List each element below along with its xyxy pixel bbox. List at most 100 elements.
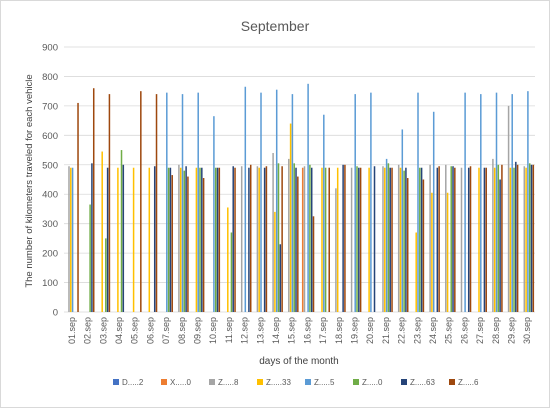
y-tick-label: 900 — [42, 43, 58, 54]
legend-swatch — [305, 379, 311, 385]
x-tick-label: 10.sep — [208, 317, 218, 344]
bar — [275, 89, 278, 312]
bar — [405, 167, 407, 312]
y-tick-label: 500 — [42, 160, 58, 171]
bar — [464, 92, 466, 312]
bar — [71, 167, 74, 312]
gridlines — [64, 46, 535, 313]
bar — [419, 167, 421, 312]
bar — [359, 167, 362, 312]
bar — [199, 167, 201, 312]
bar — [258, 167, 260, 312]
bar — [301, 167, 304, 312]
bar — [397, 164, 400, 312]
bar — [328, 167, 330, 312]
bar — [169, 167, 172, 312]
bar — [493, 167, 496, 312]
bar — [277, 163, 280, 312]
bar — [68, 166, 70, 312]
x-tick-label: 21.sep — [381, 317, 391, 344]
bar — [167, 167, 170, 312]
bar — [218, 167, 221, 312]
bar — [384, 167, 386, 312]
bar — [185, 166, 187, 312]
x-tick-label: 12.sep — [240, 317, 250, 344]
x-tick-label: 23.sep — [412, 317, 422, 344]
bar — [303, 166, 306, 312]
y-axis-label: The number of kilometers traveled for ea… — [24, 74, 35, 287]
x-axis-ticks: 01.sep 02.sep 03.sep 04.sep 05.sep 06.sep 07.s… — [67, 317, 532, 344]
legend-swatch — [257, 379, 263, 385]
bar — [213, 116, 215, 312]
bar — [178, 164, 180, 312]
x-tick-label: 26.sep — [459, 317, 469, 344]
bar — [480, 94, 482, 312]
x-tick-label: 25.sep — [444, 317, 454, 344]
legend-swatch — [353, 379, 359, 385]
x-tick-label: 16.sep — [302, 317, 312, 344]
bar — [263, 167, 266, 312]
bar — [310, 167, 313, 312]
x-tick-label: 02.sep — [83, 317, 93, 344]
x-tick-label: 07.sep — [161, 317, 171, 344]
bar — [323, 114, 325, 312]
x-tick-label: 14.sep — [271, 317, 281, 344]
bar — [234, 167, 236, 312]
bar — [532, 164, 535, 312]
bar — [344, 164, 346, 312]
bar — [108, 94, 111, 312]
bar — [450, 166, 452, 312]
x-tick-label: 08.sep — [177, 317, 187, 344]
bar — [495, 92, 498, 312]
bar — [153, 166, 156, 312]
bar — [288, 158, 290, 312]
bar — [336, 167, 339, 312]
y-tick-label: 400 — [42, 190, 58, 201]
bar — [429, 164, 431, 312]
bar — [460, 167, 463, 312]
bar — [528, 163, 531, 312]
bar — [148, 167, 151, 312]
bar — [179, 167, 182, 312]
bar — [515, 161, 517, 312]
bar — [187, 176, 189, 312]
y-tick-label: 200 — [42, 249, 58, 260]
bar — [117, 167, 119, 312]
bar — [166, 92, 168, 312]
bar — [499, 179, 501, 312]
bar — [293, 163, 295, 312]
bar — [240, 166, 243, 312]
bar — [387, 163, 390, 312]
bar — [370, 92, 372, 312]
y-tick-label: 800 — [42, 72, 58, 83]
bar — [260, 92, 262, 312]
legend-label: D.....2 — [122, 378, 144, 387]
x-tick-label: 29.sep — [506, 317, 516, 344]
x-tick-label: 19.sep — [349, 317, 359, 344]
bar — [389, 167, 391, 312]
legend-label: X.....0 — [170, 378, 191, 387]
bar — [105, 238, 107, 312]
bar — [230, 232, 233, 312]
bar — [122, 164, 125, 312]
legend: D.....2 X.....0 Z.....8 Z.....33 Z.....5 Z...… — [113, 378, 479, 387]
bar — [77, 102, 79, 312]
bar — [321, 167, 323, 312]
bar — [527, 91, 529, 312]
x-tick-label: 13.sep — [255, 317, 265, 344]
legend-swatch — [161, 379, 167, 385]
bar — [523, 166, 526, 312]
bar — [91, 163, 93, 312]
bar — [216, 167, 219, 312]
bar — [265, 166, 268, 312]
x-tick-label: 15.sep — [287, 317, 297, 344]
bar — [492, 158, 494, 312]
bar — [183, 170, 186, 312]
bar — [297, 176, 299, 312]
bar — [417, 92, 419, 312]
x-tick-label: 11.sep — [224, 317, 234, 343]
bar — [516, 164, 519, 312]
bar — [356, 166, 358, 312]
bar — [406, 178, 409, 312]
